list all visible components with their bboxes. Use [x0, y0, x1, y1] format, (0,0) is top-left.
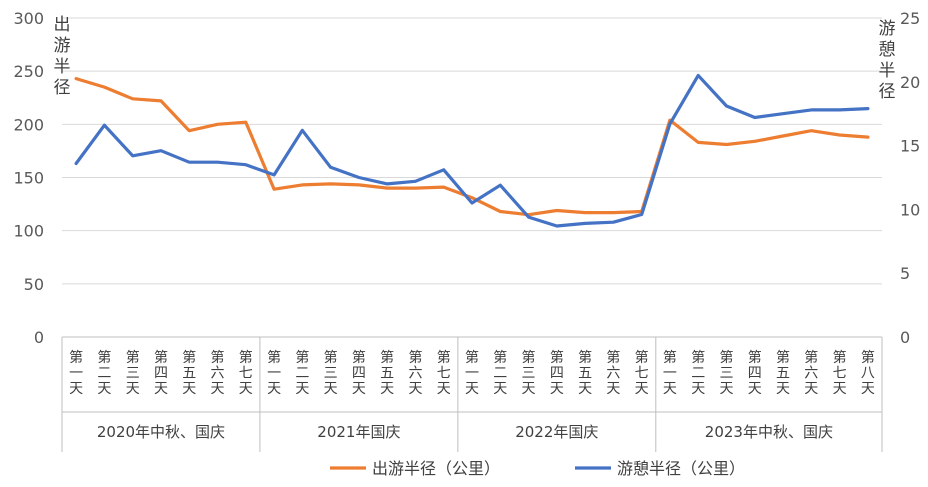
- category-label: 第七天: [239, 349, 253, 397]
- gridlines: [62, 17, 882, 285]
- category-label: 第三天: [324, 349, 338, 397]
- category-label: 第一天: [465, 349, 479, 397]
- category-label: 第一天: [663, 349, 677, 397]
- category-label: 第七天: [635, 349, 649, 397]
- category-label: 第四天: [550, 349, 564, 397]
- left-tick-label: 150: [13, 169, 44, 188]
- category-label: 第三天: [522, 349, 536, 397]
- category-label: 第二天: [691, 349, 705, 397]
- category-label: 第五天: [182, 349, 196, 397]
- category-label: 第六天: [408, 349, 422, 397]
- category-label: 第五天: [776, 349, 790, 397]
- right-tick-label: 20: [900, 73, 920, 92]
- left-tick-label: 0: [34, 328, 44, 347]
- right-axis-title: 游憩半径: [879, 19, 896, 102]
- category-label: 第一天: [69, 349, 83, 397]
- category-label: 第四天: [154, 349, 168, 397]
- legend-label: 出游半径（公里）: [372, 459, 500, 478]
- category-label: 第六天: [211, 349, 225, 397]
- right-tick-label: 10: [900, 200, 920, 219]
- category-label: 第六天: [606, 349, 620, 397]
- category-label: 第八天: [861, 349, 875, 397]
- category-label: 第二天: [295, 349, 309, 397]
- group-label: 2020年中秋、国庆: [97, 423, 225, 441]
- category-label: 第五天: [578, 349, 592, 397]
- group-label: 2022年国庆: [515, 423, 598, 441]
- category-label: 第三天: [126, 349, 140, 397]
- left-tick-label: 200: [13, 115, 44, 134]
- category-label: 第七天: [833, 349, 847, 397]
- legend: 出游半径（公里） 游憩半径（公里）: [330, 459, 745, 478]
- right-axis-ticks: 0 5 10 15 20 25: [900, 9, 920, 347]
- series-line: [74, 76, 870, 217]
- category-label: 第七天: [437, 349, 451, 397]
- right-tick-label: 25: [900, 9, 920, 28]
- category-label: 第四天: [352, 349, 366, 397]
- group-label: 2023年中秋、国庆: [705, 423, 833, 441]
- category-label: 第二天: [493, 349, 507, 397]
- left-tick-label: 100: [13, 222, 44, 241]
- category-label: 第三天: [719, 349, 733, 397]
- right-tick-label: 15: [900, 137, 920, 156]
- category-label: 第五天: [380, 349, 394, 397]
- axes: [61, 336, 883, 452]
- group-label: 2021年国庆: [317, 423, 400, 441]
- right-tick-label: 5: [900, 264, 910, 283]
- group-labels: 2020年中秋、国庆 2021年国庆 2022年国庆 2023年中秋、国庆: [97, 423, 833, 441]
- left-tick-label: 50: [24, 275, 44, 294]
- series-line: [74, 73, 870, 228]
- category-label: 第一天: [267, 349, 281, 397]
- legend-label: 游憩半径（公里）: [617, 459, 745, 478]
- left-tick-label: 250: [13, 62, 44, 81]
- right-tick-label: 0: [900, 328, 910, 347]
- left-axis-ticks: 0 50 100 150 200 250 300: [13, 9, 44, 347]
- category-label: 第二天: [97, 349, 111, 397]
- category-labels: 第一天第二天第三天第四天第五天第六天第七天第一天第二天第三天第四天第五天第六天第…: [69, 349, 875, 397]
- left-tick-label: 300: [13, 9, 44, 28]
- left-axis-title: 出游半径: [54, 15, 71, 98]
- series-lines: [74, 73, 870, 228]
- axis-titles: 出游半径 游憩半径: [54, 15, 896, 102]
- category-label: 第六天: [804, 349, 818, 397]
- category-label: 第四天: [748, 349, 762, 397]
